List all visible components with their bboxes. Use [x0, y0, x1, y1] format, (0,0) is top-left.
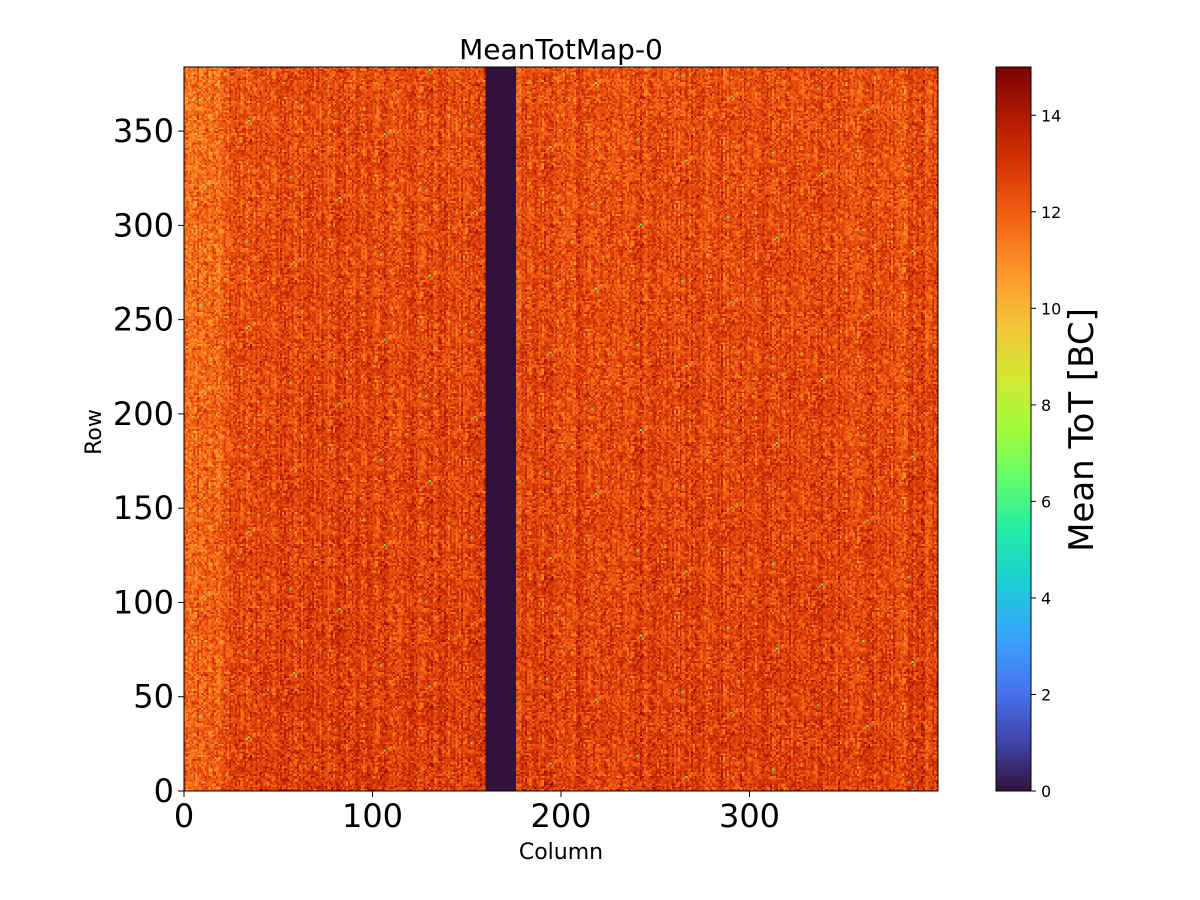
y-tick-label: 50: [133, 678, 174, 716]
x-tick-label: 200: [530, 797, 591, 835]
colorbar-tick-label: 4: [1041, 589, 1051, 608]
y-tick-label: 150: [113, 489, 174, 527]
colorbar-tick-label: 0: [1041, 782, 1051, 801]
colorbar-tick-label: 14: [1041, 106, 1061, 125]
heatmap-image: [184, 67, 938, 791]
x-tick-label: 300: [719, 797, 780, 835]
colorbar-tick-label: 8: [1041, 396, 1051, 415]
y-tick-label: 250: [113, 301, 174, 339]
y-tick-label: 200: [113, 395, 174, 433]
y-tick-label: 100: [113, 583, 174, 621]
x-tick-label: 0: [174, 797, 194, 835]
colorbar-tick-label: 6: [1041, 492, 1051, 511]
colorbar-tick-label: 10: [1041, 299, 1061, 318]
colorbar-tick-label: 12: [1041, 203, 1061, 222]
y-axis-label: Row: [82, 409, 107, 455]
y-tick-label: 0: [154, 772, 174, 810]
y-tick-label: 300: [113, 206, 174, 244]
y-tick-label: 350: [113, 112, 174, 150]
colorbar: 0 2 4 6 8 10 12 14 Mean ToT [BC]: [995, 66, 1102, 801]
chart-title: MeanTotMap-0: [459, 33, 663, 66]
heatmap-plot-area: [183, 66, 939, 792]
colorbar-gradient: [995, 66, 1032, 792]
colorbar-ticks: 0 2 4 6 8 10 12 14: [1031, 106, 1061, 801]
colorbar-tick-label: 2: [1041, 685, 1051, 704]
x-axis-ticks: 0 100 200 300: [174, 791, 780, 835]
colorbar-label: Mean ToT [BC]: [1062, 308, 1102, 552]
y-axis-ticks: 0 50 100 150 200 250 300 350: [113, 112, 184, 810]
x-tick-label: 100: [342, 797, 403, 835]
x-axis-label: Column: [519, 840, 603, 865]
